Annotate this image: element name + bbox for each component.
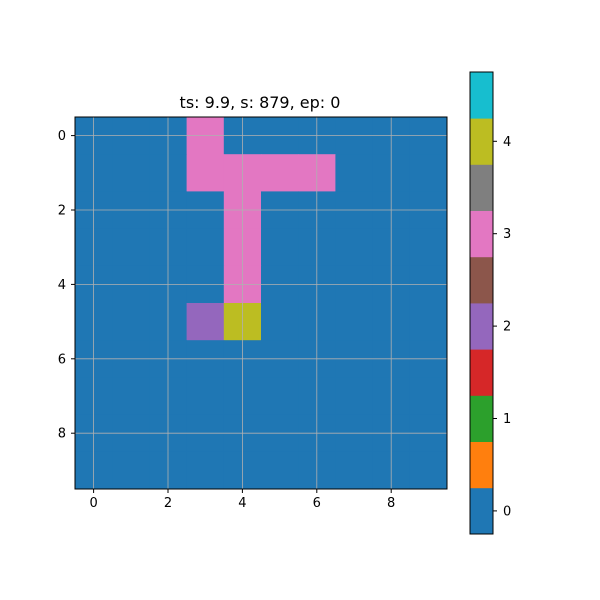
heatmap-cell (186, 303, 225, 341)
heatmap-cell (112, 303, 150, 341)
y-tick-label: 4 (58, 278, 66, 293)
colorbar-frame (469, 71, 494, 535)
colorbar-segment (470, 256, 493, 304)
y-tick-label: 6 (58, 352, 66, 367)
colorbar-segment (470, 72, 493, 119)
colorbar-segment (470, 487, 493, 535)
x-tick-label: 8 (387, 496, 395, 511)
x-tick-label: 6 (313, 496, 321, 511)
plot-frame (74, 116, 448, 490)
heatmap-cell (112, 451, 150, 490)
heatmap-cell (261, 303, 299, 341)
y-tick-label: 8 (58, 427, 66, 442)
colorbar-segment (470, 303, 493, 350)
colorbar-segment (470, 441, 493, 489)
heatmap-cell (261, 451, 299, 490)
heatmap-cell (186, 228, 225, 267)
colorbar-tick-label: 4 (503, 135, 511, 150)
heatmap-cell (112, 228, 150, 267)
heatmap-cell (186, 377, 225, 415)
heatmap-cell (112, 377, 150, 415)
heatmap-cell (186, 451, 225, 490)
heatmap-cell (409, 377, 448, 415)
heatmap-cell (186, 154, 225, 192)
heatmap-cell (409, 303, 448, 341)
heatmap-cell (409, 228, 448, 267)
heatmap-cell (335, 228, 373, 267)
y-tick-label: 2 (58, 204, 66, 219)
x-tick-label: 2 (164, 496, 172, 511)
heatmap-cell (261, 228, 299, 267)
colorbar-segment (470, 118, 493, 165)
heatmap-cell (409, 154, 448, 192)
colorbar-tick-label: 2 (503, 320, 511, 335)
heatmap-plot: 0 2 4 6 8 0 2 4 6 8 (58, 116, 448, 511)
chart-title: ts: 9.9, s: 879, ep: 0 (180, 93, 341, 112)
colorbar-tick-label: 0 (503, 504, 511, 519)
heatmap-cell (335, 303, 373, 341)
colorbar-segment (470, 395, 493, 442)
heatmap-cell (409, 451, 448, 490)
x-tick-label: 4 (238, 496, 246, 511)
heatmap-cell (335, 154, 373, 192)
heatmap-cell (335, 377, 373, 415)
heatmap-cell (261, 154, 299, 192)
y-tick-label: 0 (58, 129, 66, 144)
colorbar-tick-label: 3 (503, 227, 511, 242)
x-tick-label: 0 (89, 496, 97, 511)
heatmap-cell (112, 154, 150, 192)
colorbar: 0 1 2 3 4 (469, 71, 511, 535)
colorbar-segment (470, 210, 493, 258)
colorbar-segment (470, 164, 493, 211)
heatmap-cell (335, 451, 373, 490)
colorbar-tick-label: 1 (503, 412, 511, 427)
colorbar-segment (470, 349, 493, 396)
heatmap-cell (261, 377, 299, 415)
